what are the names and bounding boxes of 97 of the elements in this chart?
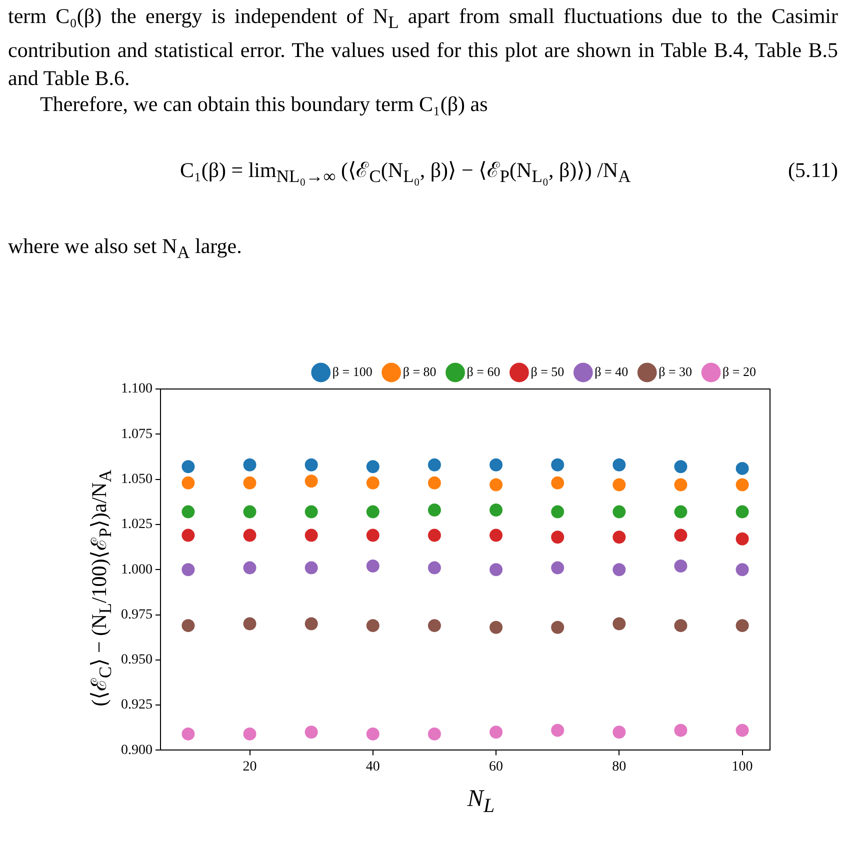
point [674, 460, 688, 474]
y-tick-label: 0.925 [121, 698, 152, 713]
text: term C₀(β) the energy is independent of N$_{L}$ apart from small fluctuations due to the Casimir contribution and statistical error. The values used for this plot are shown in Table B.4, Table B.5 and Table B.6. [8, 3, 838, 92]
point [182, 727, 195, 740]
legend-label: β = 20 [722, 364, 756, 379]
y-tick-label: 1.075 [121, 426, 152, 442]
point [182, 460, 195, 474]
point [736, 505, 749, 518]
text: C₁(β) = lim$_{NL₀→∞}$ (⟨ℰ$_{C}$(N$_{L₀}$, β)⟩ − ⟨ℰ$_{P}$(N$_{L₀}$, β)⟩) /N$_{A}$ [180, 158, 631, 186]
y-tick-label: 1.000 [121, 562, 152, 578]
point [612, 563, 626, 576]
point [551, 530, 564, 544]
point [366, 619, 380, 632]
point [182, 505, 195, 518]
point [428, 476, 441, 490]
point [366, 505, 380, 518]
point [366, 727, 380, 740]
point [182, 528, 195, 542]
y-tick-label: 0.950 [121, 652, 152, 668]
y-tick-label: 1.100 [121, 382, 152, 397]
text: where we also set N$_{A}$ large. [8, 233, 242, 264]
point [243, 727, 256, 740]
legend-label: β = 100 [332, 364, 372, 379]
point [490, 563, 503, 576]
point [304, 617, 318, 630]
point [674, 724, 688, 737]
point [551, 561, 564, 574]
point [736, 619, 749, 632]
x-tick-label: 60 [489, 759, 504, 774]
point [674, 559, 688, 572]
x-tick-label: 100 [732, 759, 753, 774]
point [182, 619, 195, 632]
point [428, 727, 441, 740]
point [612, 726, 626, 739]
point [551, 476, 564, 490]
point [736, 462, 749, 475]
point [490, 620, 503, 634]
point [674, 528, 688, 542]
point [366, 460, 380, 474]
point [612, 617, 626, 630]
point [366, 476, 380, 490]
x-axis-title: N$_{L}$ [466, 786, 496, 818]
point [428, 619, 441, 632]
point [366, 528, 380, 542]
point [612, 505, 626, 518]
point [304, 561, 318, 574]
point [490, 726, 503, 739]
point [490, 478, 503, 492]
point [243, 528, 256, 542]
legend-label: β = 30 [658, 364, 692, 379]
point [674, 478, 688, 492]
point [736, 478, 749, 492]
point [243, 561, 256, 574]
point [428, 458, 441, 472]
point [551, 505, 564, 518]
point [490, 458, 503, 472]
point [736, 532, 749, 546]
point [551, 458, 564, 472]
x-tick-label: 20 [242, 759, 257, 774]
legend-label: β = 40 [594, 364, 628, 379]
point [366, 559, 380, 572]
legend-label: β = 60 [466, 364, 500, 379]
point [243, 476, 256, 490]
point [490, 528, 503, 542]
point [182, 563, 195, 576]
point [304, 528, 318, 542]
point [304, 726, 318, 739]
point [612, 530, 626, 544]
point [304, 505, 318, 518]
point [243, 617, 256, 630]
x-tick-label: 80 [612, 759, 626, 774]
legend-label: β = 50 [530, 364, 564, 379]
point [428, 528, 441, 542]
point [674, 505, 688, 518]
point [243, 505, 256, 518]
point [304, 458, 318, 472]
point [490, 504, 503, 516]
y-tick-label: 1.050 [121, 472, 152, 487]
point [428, 504, 441, 516]
point [551, 620, 564, 634]
point [612, 478, 626, 492]
point [182, 476, 195, 490]
point [243, 458, 256, 472]
point [612, 458, 626, 472]
point [551, 724, 564, 737]
point [304, 474, 318, 488]
y-tick-label: 1.025 [121, 517, 152, 532]
point [736, 724, 749, 737]
x-tick-label: 40 [366, 759, 380, 774]
legend-label: β = 80 [402, 364, 436, 379]
point [674, 619, 688, 632]
point [428, 561, 441, 574]
y-tick-label: 0.900 [121, 742, 152, 758]
text: Therefore, we can obtain this boundary term C₁(β) as [40, 91, 488, 118]
y-tick-label: 0.975 [121, 607, 152, 622]
text: (5.11) [788, 157, 838, 184]
point [736, 563, 749, 576]
